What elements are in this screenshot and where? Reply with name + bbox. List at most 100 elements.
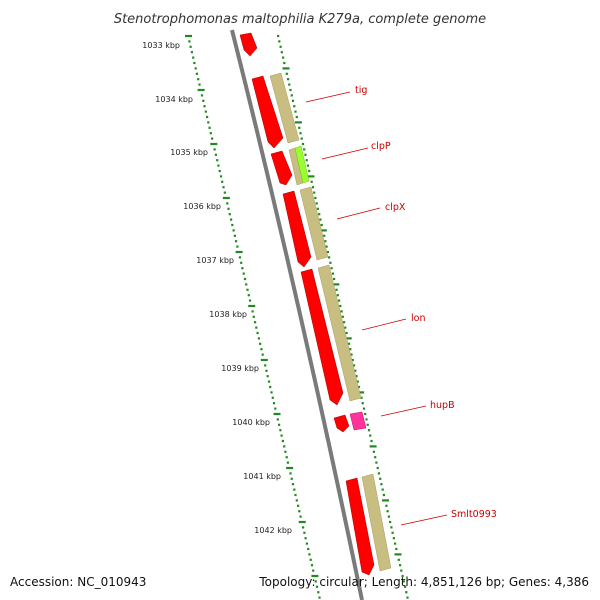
outer-track xyxy=(277,34,409,599)
minor-tick xyxy=(270,391,273,394)
outer-minor-tick xyxy=(329,261,332,264)
outer-minor-tick xyxy=(280,51,283,54)
major-tick xyxy=(311,574,319,578)
outer-major-tick xyxy=(319,229,327,232)
minor-tick xyxy=(192,56,195,59)
outer-minor-tick xyxy=(380,483,383,486)
outer-minor-tick xyxy=(395,547,398,551)
minor-tick xyxy=(195,72,198,75)
outer-major-tick xyxy=(307,175,315,178)
outer-minor-tick xyxy=(311,186,315,189)
outer-minor-tick xyxy=(400,569,403,572)
outer-minor-tick xyxy=(404,585,407,588)
outer-minor-tick xyxy=(318,213,321,216)
outer-minor-tick xyxy=(339,304,342,308)
outer-minor-tick xyxy=(326,250,329,254)
minor-tick xyxy=(310,564,314,567)
minor-tick xyxy=(286,461,289,464)
cds-feature-lon xyxy=(300,268,344,406)
cog-feature xyxy=(349,411,367,431)
outer-major-tick xyxy=(282,67,290,70)
outer-minor-tick xyxy=(355,375,358,378)
outer-minor-tick xyxy=(352,364,356,367)
outer-minor-tick xyxy=(338,299,341,302)
minor-tick xyxy=(257,337,260,340)
outer-minor-tick xyxy=(310,180,313,183)
outer-minor-tick xyxy=(300,137,303,140)
outer-minor-tick xyxy=(381,488,384,491)
minor-tick xyxy=(245,283,248,286)
outer-major-tick xyxy=(344,337,352,340)
outer-minor-tick xyxy=(357,385,361,389)
major-tick xyxy=(235,250,243,254)
outer-minor-tick xyxy=(365,418,368,421)
outer-minor-tick xyxy=(319,218,322,221)
outer-minor-tick xyxy=(361,402,364,405)
outer-minor-tick xyxy=(277,34,280,38)
outer-minor-tick xyxy=(301,142,305,146)
major-tick xyxy=(273,412,281,416)
outer-minor-tick xyxy=(391,531,394,534)
tick-label: 1040 kbp xyxy=(232,418,270,427)
minor-tick xyxy=(254,321,257,324)
outer-minor-tick xyxy=(390,526,393,529)
cog-feature xyxy=(299,186,329,261)
minor-tick xyxy=(312,569,315,572)
outer-minor-tick xyxy=(374,456,377,459)
gene-label-Smlt0993: Smlt0993 xyxy=(451,509,497,520)
gene-label-clpX: clpX xyxy=(385,202,406,213)
minor-tick xyxy=(203,105,206,108)
minor-tick xyxy=(233,234,236,237)
minor-tick xyxy=(255,326,258,329)
outer-minor-tick xyxy=(372,450,375,453)
minor-tick xyxy=(283,445,286,448)
outer-minor-tick xyxy=(382,493,385,497)
tick-label: 1037 kbp xyxy=(196,256,234,265)
gene-label-lon: lon xyxy=(411,313,425,324)
minor-tick xyxy=(226,202,229,205)
minor-tick xyxy=(198,83,201,86)
outer-minor-tick xyxy=(299,132,302,135)
minor-tick xyxy=(216,159,219,162)
minor-tick xyxy=(204,110,207,113)
outer-minor-tick xyxy=(405,591,408,594)
minor-tick xyxy=(214,153,217,156)
minor-tick xyxy=(278,423,281,426)
minor-tick xyxy=(274,407,277,410)
minor-tick xyxy=(317,591,320,594)
tick-label: 1034 kbp xyxy=(155,95,193,104)
outer-minor-tick xyxy=(399,564,402,567)
minor-tick xyxy=(272,402,276,405)
outer-minor-tick xyxy=(376,466,379,470)
outer-minor-tick xyxy=(360,396,363,399)
minor-tick xyxy=(295,499,298,502)
minor-tick xyxy=(197,78,200,81)
gene-label-clpP: clpP xyxy=(371,141,391,152)
tick-label: 1039 kbp xyxy=(221,364,259,373)
minor-tick xyxy=(291,483,295,486)
gene-label-tig: tig xyxy=(355,85,367,96)
minor-tick xyxy=(248,299,252,302)
minor-tick xyxy=(231,223,234,227)
outer-minor-tick xyxy=(316,207,319,210)
outer-minor-tick xyxy=(356,380,359,383)
label-leaders xyxy=(305,91,448,526)
minor-tick xyxy=(227,207,230,210)
outer-minor-tick xyxy=(287,78,290,81)
outer-minor-tick xyxy=(344,326,347,329)
minor-tick xyxy=(309,558,312,561)
minor-tick xyxy=(303,531,306,534)
minor-tick xyxy=(299,515,302,518)
cog-feature xyxy=(269,72,300,144)
minor-tick xyxy=(240,261,243,264)
outer-minor-tick xyxy=(295,115,298,119)
minor-tick xyxy=(230,218,233,221)
outer-minor-tick xyxy=(279,45,282,48)
minor-tick xyxy=(259,342,262,345)
minor-tick xyxy=(218,169,221,173)
outer-minor-tick xyxy=(402,580,405,583)
outer-minor-tick xyxy=(294,110,297,113)
outer-minor-tick xyxy=(288,83,291,86)
major-tick xyxy=(197,88,205,92)
cds-feature-clpP xyxy=(270,150,293,186)
